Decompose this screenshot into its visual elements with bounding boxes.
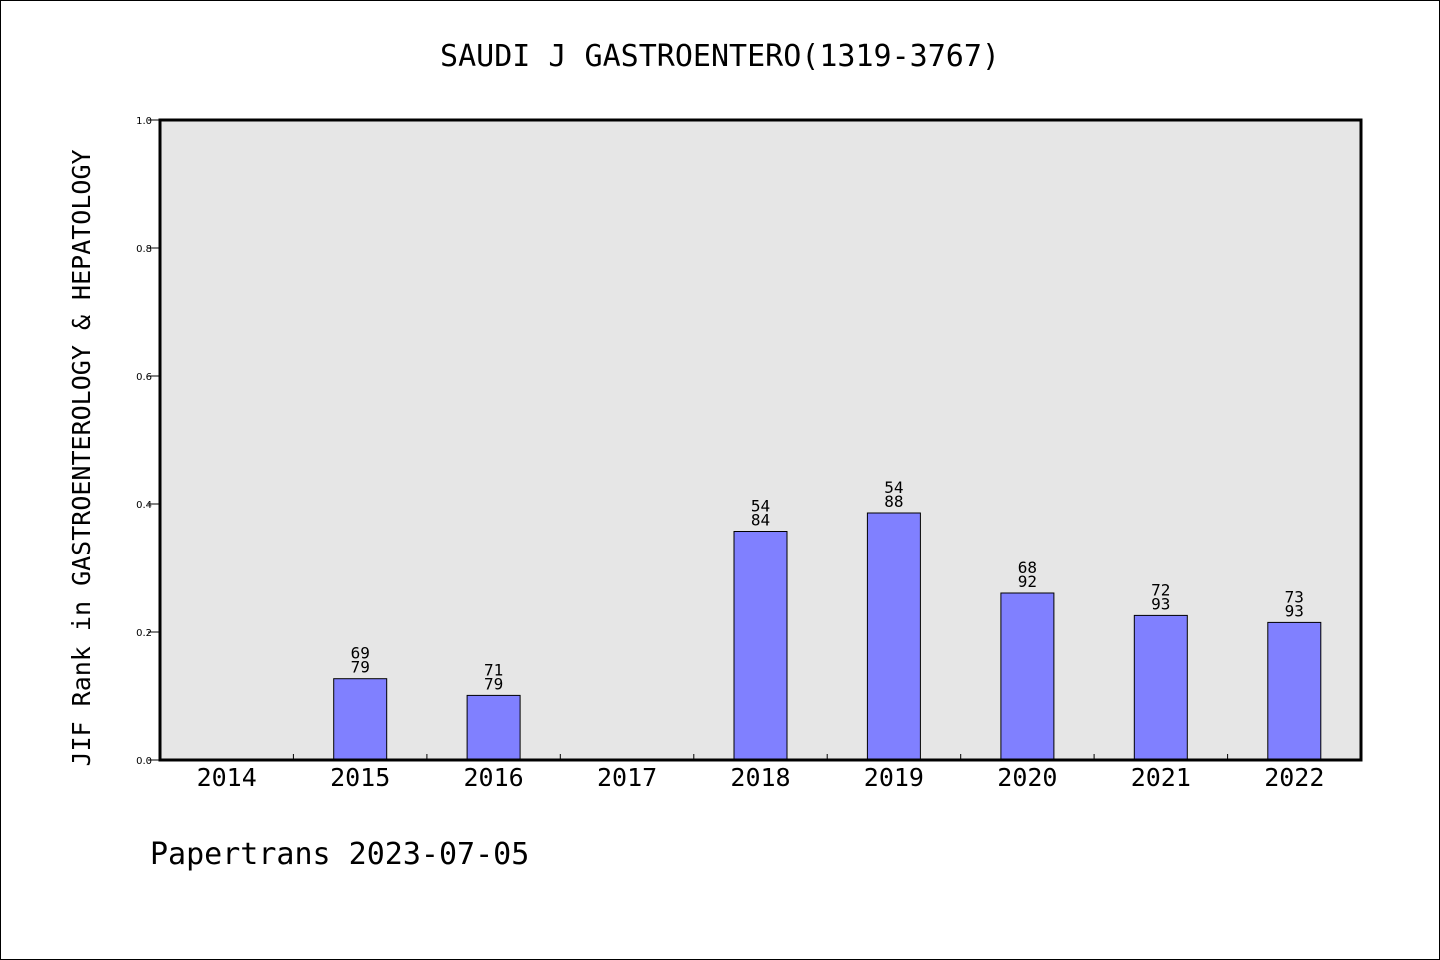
bar-2020: [1000, 592, 1055, 761]
bar-2015: [333, 678, 388, 761]
plot-border: [158, 118, 1363, 762]
total-label-2020: 92: [1018, 572, 1037, 591]
total-label-2015: 79: [351, 658, 370, 677]
y-tick-label-0.2: 0.2: [136, 628, 152, 639]
x-tick-label-2018: 2018: [730, 763, 790, 792]
y-tick-label-0.4: 0.4: [136, 500, 152, 511]
rank-label-2021: 72: [1151, 580, 1170, 599]
x-tick-label-2020: 2020: [997, 763, 1057, 792]
rank-label-2022: 73: [1285, 587, 1304, 606]
x-tick-label-2017: 2017: [597, 763, 657, 792]
rank-label-2015: 69: [351, 644, 370, 663]
y-axis-label: JIF Rank in GASTROENTEROLOGY & HEPATOLOG…: [67, 149, 96, 766]
chart-title: SAUDI J GASTROENTERO(1319-3767): [440, 39, 1000, 74]
total-label-2021: 93: [1151, 594, 1170, 613]
bar-2016: [466, 694, 521, 761]
y-tick-label-0.8: 0.8: [136, 244, 152, 255]
x-tick-label-2014: 2014: [197, 763, 257, 792]
x-tick-label-2021: 2021: [1131, 763, 1191, 792]
rank-label-2018: 54: [751, 497, 770, 516]
rank-label-2019: 54: [884, 478, 903, 497]
x-tick-label-2016: 2016: [463, 763, 523, 792]
rank-label-2020: 68: [1018, 558, 1037, 577]
y-tick-label-0.0: 0.0: [136, 756, 152, 767]
x-tick-label-2015: 2015: [330, 763, 390, 792]
y-tick-label-1.0: 1.0: [136, 116, 152, 127]
bar-2021: [1133, 614, 1188, 761]
total-label-2018: 84: [751, 511, 770, 530]
bar-2019: [866, 512, 921, 761]
bar-2022: [1267, 621, 1322, 761]
total-label-2019: 88: [884, 492, 903, 511]
axes-layer: 2014 2015 2016 2017 2018 2019 2020 2021 2022 0.0 0…: [136, 116, 1324, 792]
x-tick-label-2022: 2022: [1264, 763, 1324, 792]
footer-text: Papertrans 2023-07-05: [150, 837, 529, 872]
bars-layer: [333, 512, 1322, 761]
total-label-2022: 93: [1285, 601, 1304, 620]
total-label-2016: 79: [484, 674, 503, 693]
rank-label-2016: 71: [484, 660, 503, 679]
x-tick-label-2019: 2019: [864, 763, 924, 792]
y-tick-label-0.6: 0.6: [136, 372, 152, 383]
bar-2018: [733, 531, 788, 761]
